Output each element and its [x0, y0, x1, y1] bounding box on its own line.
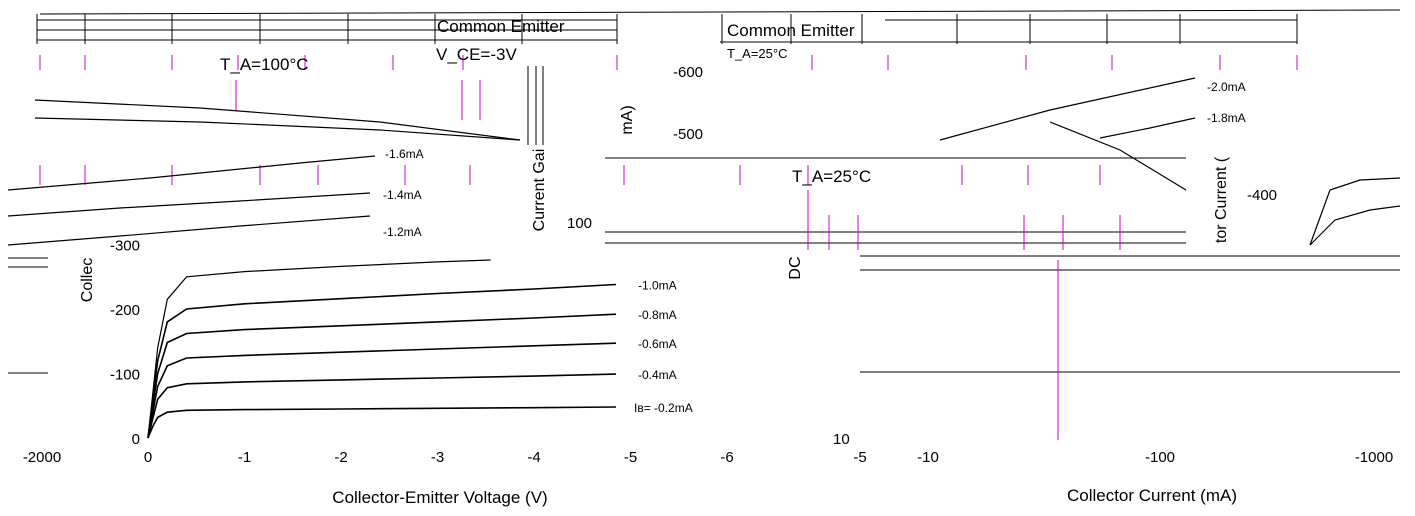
tick-y-minus-400: -400: [1247, 187, 1277, 204]
curve-4: [147, 313, 617, 439]
x-tick-labels: 0 -1 -2 -3 -4 -5 -6: [144, 449, 734, 466]
series-label: -0.8mA: [638, 308, 677, 322]
ic-vce-curves: [147, 283, 617, 439]
frame-line-3: [39, 9, 1401, 15]
y-tick-labels: 0 -100 -200 -300: [110, 238, 140, 449]
y-axis-label-top-fragment: mA): [619, 105, 636, 134]
tick-y-100: 100: [567, 215, 592, 232]
series-label: -0.6mA: [638, 337, 677, 351]
tick-x-minus-100: -100: [1145, 449, 1175, 466]
label-1-8ma: -1.8mA: [1207, 111, 1246, 125]
annotation-ta-100: T_A=100°C: [220, 55, 309, 74]
tick-y-minus-500: -500: [673, 126, 703, 143]
series-label: Iʙ= -0.2mA: [634, 401, 693, 415]
y-tick-label: -100: [110, 367, 140, 384]
x-tick-label: -6: [720, 449, 733, 466]
label-1-4ma: -1.4mA: [383, 188, 422, 202]
fragment-curve-9: [1309, 205, 1401, 246]
fragment-curve-1: [7, 192, 371, 217]
y-axis-label-dc: DC: [787, 256, 804, 279]
curve-3: [147, 342, 617, 439]
tick-x-minus-1000: -1000: [1355, 449, 1393, 466]
label-2-0ma: -2.0mA: [1207, 80, 1246, 94]
x-tick-label: -3: [431, 449, 444, 466]
fragment-curve-8: [1309, 177, 1401, 246]
chart-frames: [8, 9, 1401, 374]
fragment-curve-3: [34, 99, 521, 141]
fragment-curve-4: [34, 117, 521, 141]
y-axis-label-fragment: Collec: [79, 258, 96, 302]
annotation-vce: V_CE=-3V: [436, 45, 517, 64]
annotation-ta-25-hfe: T_A=25°C: [792, 167, 871, 186]
y-tick-label: -300: [110, 238, 140, 255]
series-labels: Iʙ= -0.2mA -0.4mA -0.6mA -0.8mA -1.0mA: [634, 278, 693, 415]
fragment-curve-5: [939, 77, 1196, 141]
fragment-curve-6: [1099, 117, 1196, 139]
x-tick-label: -2: [334, 449, 347, 466]
series-label: -0.4mA: [638, 368, 677, 382]
x-tick-label: -1: [238, 449, 251, 466]
tick-y-10: 10: [833, 431, 850, 448]
x-tick-label: 0: [144, 449, 152, 466]
partial-curve-1: [147, 259, 491, 439]
y-axis-label-current-gain: Current Gai: [531, 149, 548, 232]
title-common-emitter-1: Common Emitter: [437, 17, 565, 36]
y-axis-label-right-fragment: tor Current (: [1213, 156, 1230, 243]
curve-2: [147, 373, 617, 439]
fragment-curve-7: [1049, 121, 1187, 191]
annotation-ta-25-small: T_A=25°C: [727, 46, 787, 61]
tick-x-minus-10: -10: [917, 449, 939, 466]
title-common-emitter-2: Common Emitter: [727, 21, 855, 40]
marker-ticks: [39, 55, 1298, 440]
partial-curves: [7, 77, 1401, 439]
y-tick-label: -200: [110, 302, 140, 319]
curve-1: [147, 406, 617, 439]
series-label: -1.0mA: [638, 278, 677, 292]
x-tick-label: -5: [624, 449, 637, 466]
x-axis-label: Collector-Emitter Voltage (V): [332, 488, 547, 507]
y-tick-label: 0: [132, 431, 140, 448]
curve-5: [147, 283, 617, 439]
label-1-6ma: -1.6mA: [385, 147, 424, 161]
tick-x-minus-5: -5: [853, 449, 866, 466]
tick-x-minus-2000: -2000: [23, 449, 61, 466]
x-axis-label-collector-current: Collector Current (mA): [1067, 486, 1237, 505]
label-1-2ma: -1.2mA: [383, 225, 422, 239]
x-tick-label: -4: [527, 449, 540, 466]
fragment-curve-0: [7, 215, 371, 246]
tick-y-minus-600: -600: [673, 64, 703, 81]
fragment-curve-2: [7, 155, 376, 191]
